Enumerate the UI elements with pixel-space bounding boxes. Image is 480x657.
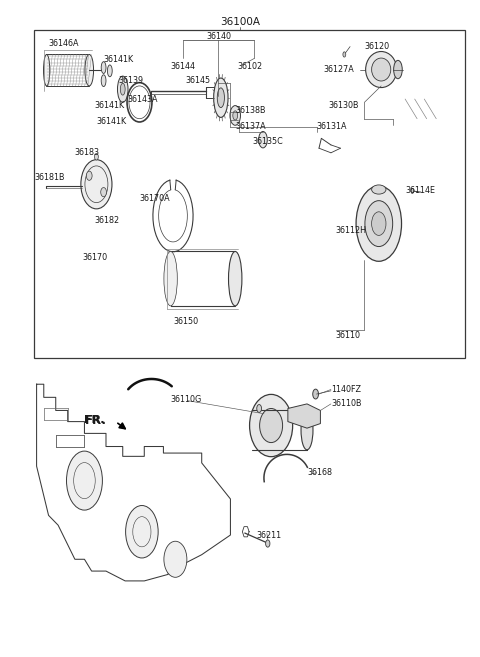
Text: 36182: 36182 — [94, 215, 119, 225]
Ellipse shape — [101, 75, 106, 87]
Text: 36137A: 36137A — [235, 122, 266, 131]
Ellipse shape — [230, 106, 240, 125]
Ellipse shape — [260, 409, 283, 443]
Ellipse shape — [118, 76, 128, 102]
Polygon shape — [288, 404, 321, 428]
Text: 36170A: 36170A — [140, 194, 170, 203]
Ellipse shape — [126, 505, 158, 558]
Text: 36141K: 36141K — [94, 101, 124, 110]
Ellipse shape — [366, 51, 397, 87]
Text: 36141K: 36141K — [96, 118, 127, 127]
Ellipse shape — [217, 88, 225, 108]
Text: 36150: 36150 — [173, 317, 198, 327]
Text: 36143A: 36143A — [128, 95, 158, 104]
Text: 36181B: 36181B — [34, 173, 65, 182]
Ellipse shape — [86, 171, 92, 180]
Text: 36168: 36168 — [307, 468, 332, 477]
Ellipse shape — [81, 160, 112, 209]
Text: 36100A: 36100A — [220, 16, 260, 27]
Ellipse shape — [356, 186, 402, 261]
Ellipse shape — [228, 252, 242, 306]
Text: 36141K: 36141K — [104, 55, 134, 64]
Bar — [34, 30, 465, 358]
Ellipse shape — [259, 131, 267, 148]
Text: 36146A: 36146A — [48, 39, 79, 48]
Ellipse shape — [301, 411, 313, 450]
Text: 36127A: 36127A — [324, 65, 355, 74]
Ellipse shape — [164, 252, 177, 306]
Text: 36131A: 36131A — [317, 122, 347, 131]
Text: 36144: 36144 — [170, 62, 196, 71]
Ellipse shape — [101, 62, 106, 74]
Text: 36114E: 36114E — [405, 187, 435, 195]
Ellipse shape — [44, 55, 50, 86]
Ellipse shape — [394, 60, 402, 79]
Ellipse shape — [95, 154, 98, 160]
Ellipse shape — [233, 111, 238, 120]
Text: FR.: FR. — [84, 415, 105, 425]
Text: 36120: 36120 — [364, 42, 390, 51]
Text: 36211: 36211 — [257, 530, 282, 539]
Text: 36138B: 36138B — [235, 106, 266, 116]
Text: FR.: FR. — [84, 414, 107, 427]
Ellipse shape — [257, 405, 262, 413]
Ellipse shape — [164, 541, 187, 578]
Text: 36139: 36139 — [118, 76, 143, 85]
Ellipse shape — [365, 200, 393, 246]
Ellipse shape — [85, 55, 94, 86]
Text: 1140FZ: 1140FZ — [331, 385, 361, 394]
Text: 36110B: 36110B — [331, 399, 361, 409]
Ellipse shape — [343, 52, 346, 57]
Text: 36135C: 36135C — [252, 137, 283, 146]
Text: 36110: 36110 — [336, 330, 361, 340]
Ellipse shape — [411, 188, 414, 193]
Text: 36170: 36170 — [82, 253, 107, 262]
Text: 36183: 36183 — [75, 148, 100, 157]
Text: 36130B: 36130B — [328, 101, 359, 110]
Ellipse shape — [313, 389, 319, 399]
Ellipse shape — [372, 58, 391, 81]
Ellipse shape — [120, 83, 125, 95]
Text: 36112H: 36112H — [336, 225, 367, 235]
Ellipse shape — [372, 212, 386, 235]
Ellipse shape — [67, 451, 102, 510]
Text: 36110G: 36110G — [170, 395, 202, 404]
Ellipse shape — [101, 187, 107, 196]
Ellipse shape — [214, 78, 228, 118]
Ellipse shape — [265, 540, 270, 547]
Text: 36140: 36140 — [206, 32, 231, 41]
Text: 36145: 36145 — [185, 76, 210, 85]
Text: 36102: 36102 — [238, 62, 263, 71]
Ellipse shape — [250, 394, 293, 457]
Ellipse shape — [372, 185, 386, 194]
Ellipse shape — [108, 65, 112, 77]
